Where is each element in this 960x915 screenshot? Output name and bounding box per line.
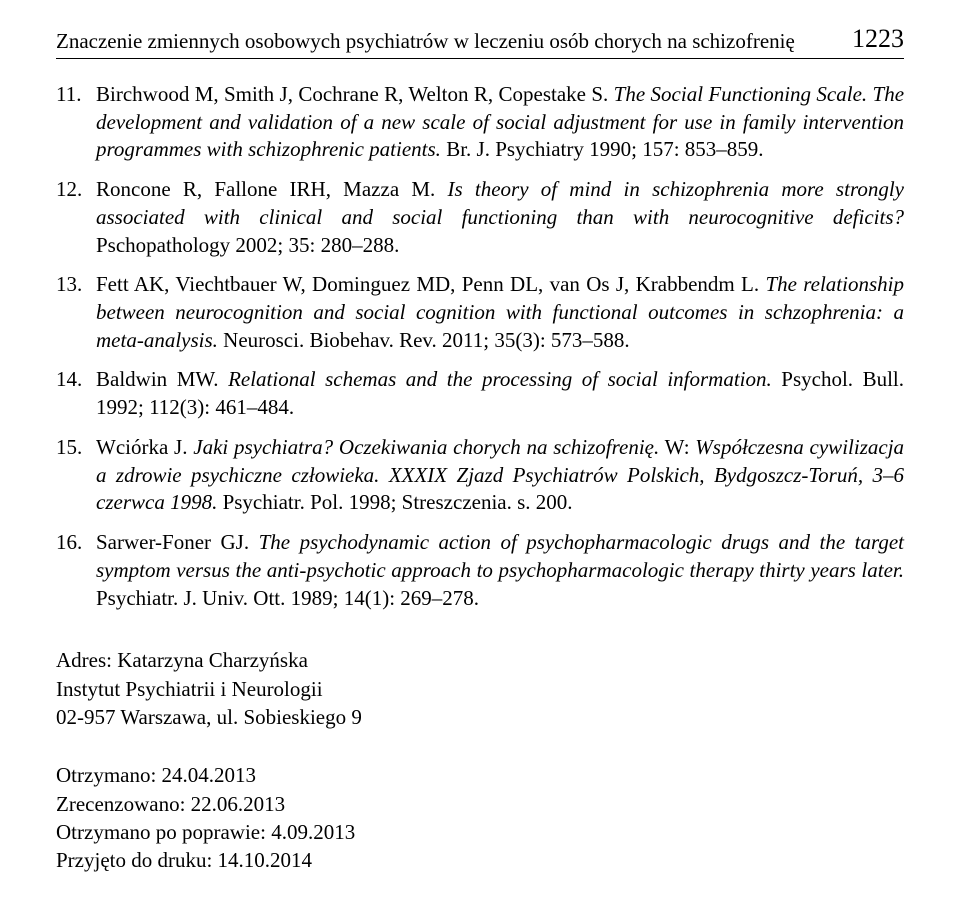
reference-title: Jaki psychiatra? Oczekiwania chorych na … [193,435,659,459]
reference-extra: W: [659,435,695,459]
reference-authors: Birchwood M, Smith J, Cochrane R, Welton… [96,82,608,106]
reference-journal: Psychiatr. Pol. 1998; Streszczenia. s. 2… [223,490,573,514]
reference-authors: Wciórka J. [96,435,187,459]
reference-journal: Pschopathology 2002; 35: 280–288. [96,233,399,257]
reference-authors: Fett AK, Viechtbauer W, Dominguez MD, Pe… [96,272,759,296]
reference-journal: Br. J. Psychiatry 1990; 157: 853–859. [446,137,763,161]
page-number: 1223 [852,24,904,54]
correspondence-address: Adres: Katarzyna Charzyńska Instytut Psy… [56,646,904,731]
reference-item: Roncone R, Fallone IRH, Mazza M. Is theo… [56,176,904,259]
reference-journal: Neurosci. Biobehav. Rev. 2011; 35(3): 57… [223,328,630,352]
reference-journal: Psychiatr. J. Univ. Ott. 1989; 14(1): 26… [96,586,479,610]
page-container: Znaczenie zmiennych osobowych psychiatró… [0,0,960,915]
reference-authors: Baldwin MW. [96,367,219,391]
date-accepted: Przyjęto do druku: 14.10.2014 [56,846,904,874]
manuscript-dates: Otrzymano: 24.04.2013 Zrecenzowano: 22.0… [56,761,904,874]
reference-item: Fett AK, Viechtbauer W, Dominguez MD, Pe… [56,271,904,354]
reference-item: Wciórka J. Jaki psychiatra? Oczekiwania … [56,434,904,517]
address-line: 02-957 Warszawa, ul. Sobieskiego 9 [56,703,904,731]
reference-title: Relational schemas and the processing of… [228,367,772,391]
date-revised: Otrzymano po poprawie: 4.09.2013 [56,818,904,846]
reference-authors: Roncone R, Fallone IRH, Mazza M. [96,177,435,201]
reference-authors: Sarwer-Foner GJ. [96,530,249,554]
date-received: Otrzymano: 24.04.2013 [56,761,904,789]
reference-list: Birchwood M, Smith J, Cochrane R, Welton… [56,81,904,612]
date-reviewed: Zrecenzowano: 22.06.2013 [56,790,904,818]
running-title: Znaczenie zmiennych osobowych psychiatró… [56,29,795,54]
reference-item: Birchwood M, Smith J, Cochrane R, Welton… [56,81,904,164]
page-header: Znaczenie zmiennych osobowych psychiatró… [56,24,904,59]
reference-item: Baldwin MW. Relational schemas and the p… [56,366,904,421]
reference-item: Sarwer-Foner GJ. The psychodynamic actio… [56,529,904,612]
address-line: Adres: Katarzyna Charzyńska [56,646,904,674]
address-line: Instytut Psychiatrii i Neurologii [56,675,904,703]
